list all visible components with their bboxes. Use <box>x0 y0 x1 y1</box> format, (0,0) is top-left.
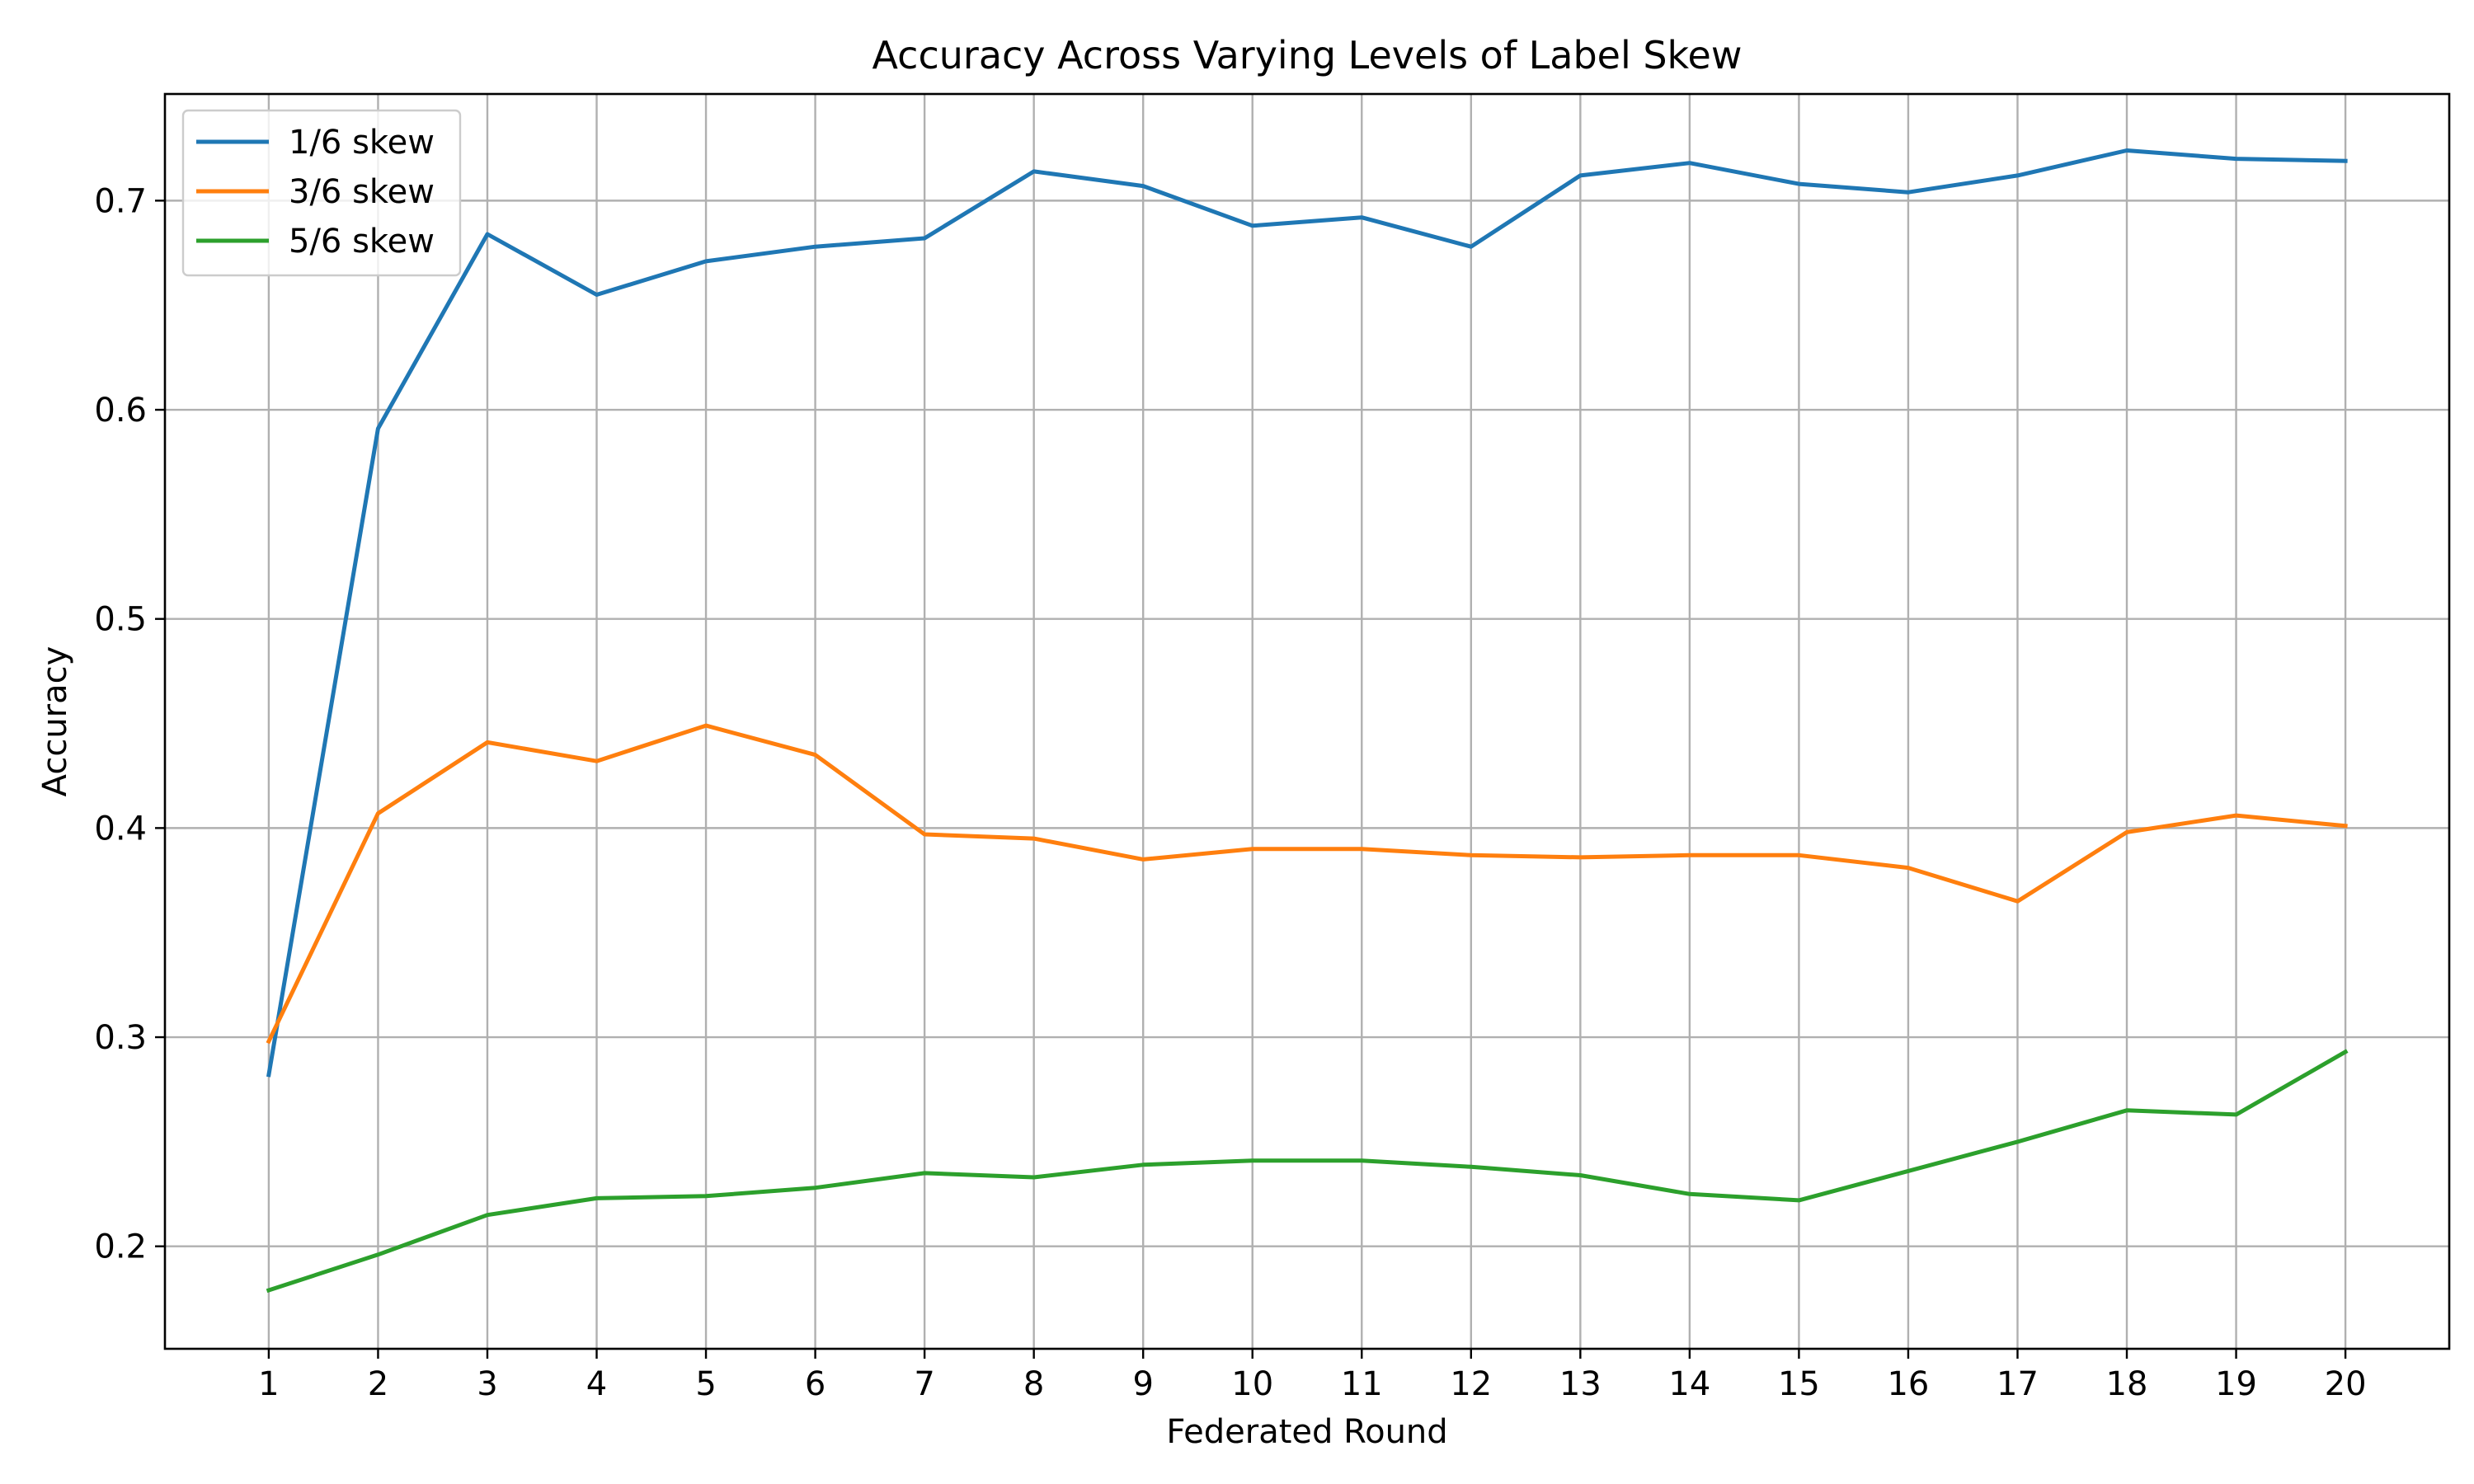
series-lines <box>266 148 2349 1294</box>
y-tick-label: 0.7 <box>94 182 147 220</box>
legend-label: 3/6 skew <box>289 173 435 211</box>
x-tick-label: 16 <box>1887 1365 1929 1403</box>
x-tick-label: 2 <box>368 1365 388 1403</box>
x-tick-label: 8 <box>1023 1365 1044 1403</box>
x-tick-label: 1 <box>258 1365 279 1403</box>
chart-title: Accuracy Across Varying Levels of Label … <box>872 33 1743 77</box>
x-tick-label: 12 <box>1450 1365 1492 1403</box>
x-tick-label: 3 <box>477 1365 497 1403</box>
x-tick-label: 15 <box>1778 1365 1820 1403</box>
x-tick-label: 19 <box>2215 1365 2257 1403</box>
x-tick-label: 6 <box>805 1365 825 1403</box>
x-tick-label: 11 <box>1341 1365 1383 1403</box>
x-tick-label: 9 <box>1132 1365 1153 1403</box>
grid-lines <box>165 94 2449 1349</box>
x-tick-label: 5 <box>695 1365 716 1403</box>
y-axis-label: Accuracy <box>36 646 74 797</box>
x-axis: 1 2 3 4 5 6 7 8 9 10 11 12 13 14 15 16 17 18 19 20 <box>258 1349 2367 1403</box>
y-tick-label: 0.6 <box>94 392 147 430</box>
legend-label: 5/6 skew <box>289 223 435 261</box>
x-tick-label: 4 <box>586 1365 607 1403</box>
legend: 1/6 skew 3/6 skew 5/6 skew <box>181 109 462 277</box>
legend-box <box>181 109 462 277</box>
x-tick-label: 7 <box>914 1365 934 1403</box>
y-axis: 0.2 0.3 0.4 0.5 0.6 0.7 <box>94 182 165 1266</box>
x-tick-label: 18 <box>2106 1365 2148 1403</box>
series-line-3 <box>266 1049 2349 1294</box>
x-tick-label: 10 <box>1231 1365 1273 1403</box>
y-tick-label: 0.2 <box>94 1228 147 1266</box>
x-axis-label: Federated Round <box>1166 1413 1447 1451</box>
x-tick-label: 20 <box>2325 1365 2367 1403</box>
y-tick-label: 0.5 <box>94 601 147 639</box>
y-tick-label: 0.3 <box>94 1019 147 1057</box>
legend-label: 1/6 skew <box>289 124 435 162</box>
x-tick-label: 17 <box>1997 1365 2039 1403</box>
series-line-1 <box>266 148 2348 1078</box>
y-tick-label: 0.4 <box>94 810 147 848</box>
x-tick-label: 14 <box>1668 1365 1710 1403</box>
x-tick-label: 13 <box>1559 1365 1602 1403</box>
plot-frame <box>163 92 2451 1350</box>
series-line-2 <box>266 723 2348 1045</box>
